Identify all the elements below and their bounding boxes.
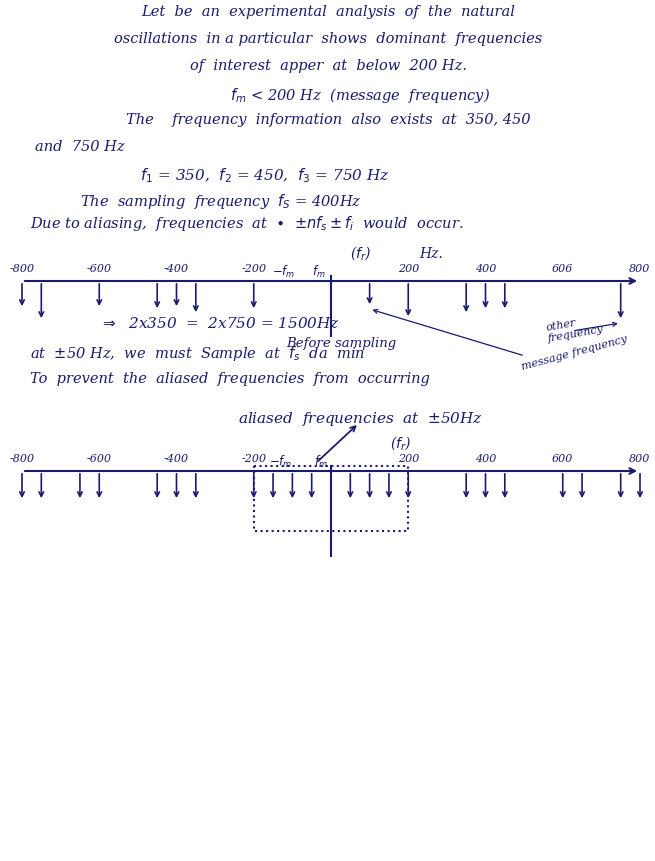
- Text: -600: -600: [86, 454, 112, 463]
- Text: 200: 200: [398, 263, 419, 274]
- Text: ($f_r$): ($f_r$): [350, 244, 372, 262]
- Text: -800: -800: [9, 454, 35, 463]
- Text: -200: -200: [241, 454, 267, 463]
- Text: $f_m$: $f_m$: [312, 263, 326, 280]
- Text: To  prevent  the  aliased  frequencies  from  occurring: To prevent the aliased frequencies from …: [30, 372, 430, 386]
- Text: 800: 800: [629, 263, 650, 274]
- Text: 400: 400: [475, 454, 496, 463]
- Text: -600: -600: [86, 263, 112, 274]
- Text: -400: -400: [164, 454, 189, 463]
- Text: 800: 800: [629, 454, 650, 463]
- Text: Hz.: Hz.: [419, 247, 443, 261]
- Text: The  sampling  frequency  $f_S$ = 400Hz: The sampling frequency $f_S$ = 400Hz: [80, 192, 362, 211]
- Text: $f_m$ < 200 Hz  (message  frequency): $f_m$ < 200 Hz (message frequency): [230, 86, 490, 105]
- Text: at  $\pm$50 Hz,  we  must  Sample  at  $f_s$  da  min: at $\pm$50 Hz, we must Sample at $f_s$ d…: [30, 344, 365, 362]
- Text: 400: 400: [475, 263, 496, 274]
- Text: -400: -400: [164, 263, 189, 274]
- Text: message frequency: message frequency: [520, 334, 628, 372]
- Text: ($f_r$): ($f_r$): [390, 433, 412, 451]
- Text: $-f_m$: $-f_m$: [272, 263, 295, 280]
- Text: $\Rightarrow$  2x350  =  2x750 = 1500Hz: $\Rightarrow$ 2x350 = 2x750 = 1500Hz: [100, 316, 340, 331]
- Text: 200: 200: [398, 454, 419, 463]
- Text: 606: 606: [552, 263, 573, 274]
- Text: $f_1$ = 350,  $f_2$ = 450,  $f_3$ = 750 Hz: $f_1$ = 350, $f_2$ = 450, $f_3$ = 750 Hz: [140, 166, 390, 184]
- Text: oscillations  in a particular  shows  dominant  frequencies: oscillations in a particular shows domin…: [114, 32, 542, 46]
- Text: 600: 600: [552, 454, 573, 463]
- Text: aliased  frequencies  at  $\pm$50Hz: aliased frequencies at $\pm$50Hz: [238, 410, 483, 428]
- Text: -800: -800: [9, 263, 35, 274]
- Text: -200: -200: [241, 263, 267, 274]
- Text: Let  be  an  experimental  analysis  of  the  natural: Let be an experimental analysis of the n…: [141, 5, 515, 19]
- Text: other
frequency: other frequency: [545, 313, 605, 344]
- Text: The    frequency  information  also  exists  at  350, 450: The frequency information also exists at…: [126, 113, 531, 127]
- Text: of  interest  apper  at  below  200 Hz.: of interest apper at below 200 Hz.: [189, 59, 466, 73]
- Text: $f_m$: $f_m$: [314, 454, 328, 469]
- Text: $-f_m$: $-f_m$: [269, 454, 292, 469]
- Bar: [253, 467, 408, 531]
- Text: Due to aliasing,  frequencies  at  $\bullet$  $\pm nf_s \pm f_i$  would  occur.: Due to aliasing, frequencies at $\bullet…: [30, 214, 464, 232]
- Text: and  750 Hz: and 750 Hz: [35, 139, 124, 154]
- Text: Before sampling: Before sampling: [286, 337, 396, 350]
